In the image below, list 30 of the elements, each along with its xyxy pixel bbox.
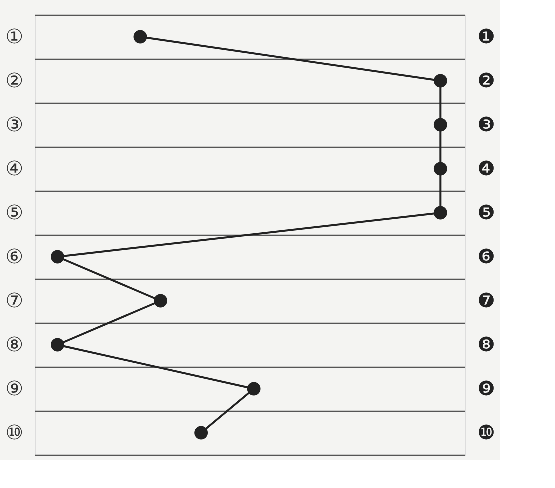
point (434, 162, 448, 176)
y2-tick-label: ❹ (478, 156, 496, 180)
y2-tick-label: ❷ (478, 68, 496, 92)
y-tick-label: ① (6, 24, 24, 48)
point (434, 74, 448, 88)
y-tick-label: ③ (6, 112, 24, 136)
point (247, 382, 261, 396)
point (194, 426, 208, 440)
point (434, 206, 448, 220)
y2-tick-label: ❶ (478, 24, 496, 48)
y-tick-label: ② (6, 68, 24, 92)
point (434, 118, 448, 132)
y2-tick-label: ❻ (478, 244, 496, 268)
y-tick-label: ⑧ (6, 332, 24, 356)
y2-tick-label: ❿ (478, 420, 496, 444)
y2-tick-label: ❼ (478, 288, 496, 312)
y2-tick-label: ❽ (478, 332, 496, 356)
point (51, 338, 64, 352)
y2-tick-label: ❸ (478, 112, 496, 136)
point (154, 294, 168, 308)
y-tick-label: ④ (6, 156, 24, 180)
y-tick-label: ⑤ (6, 200, 24, 224)
y-tick-label: ⑥ (6, 244, 24, 268)
y2-tick-label: ❾ (478, 376, 496, 400)
y2-tick-label: ❺ (478, 200, 496, 224)
y-tick-label: ⑩ (6, 420, 24, 444)
point (51, 250, 64, 264)
y-tick-label: ⑦ (6, 288, 24, 312)
y-tick-label: ⑨ (6, 376, 24, 400)
point (134, 30, 148, 44)
